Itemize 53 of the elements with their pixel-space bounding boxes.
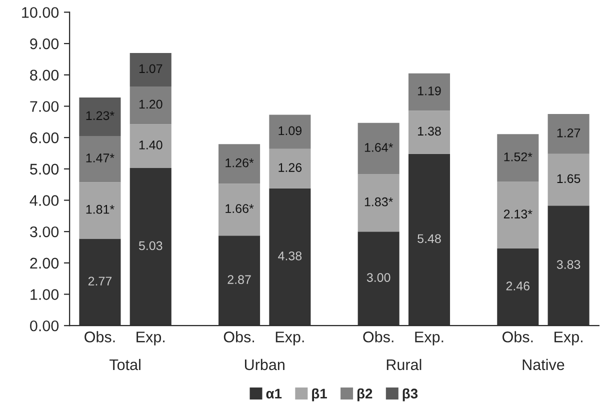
data-label: 1.19 xyxy=(418,86,441,96)
y-tick-label: 5.00 xyxy=(30,164,59,175)
data-label: 1.26 xyxy=(278,163,302,172)
y-tick-label: 7.00 xyxy=(30,101,59,112)
data-label: 3.00 xyxy=(366,273,390,282)
x-tick-label: Obs. xyxy=(224,331,254,342)
x-tick-label: Exp. xyxy=(554,332,582,346)
text: Native xyxy=(522,358,564,370)
y-tick-label: 9.00 xyxy=(30,38,59,50)
x-tick-label: Exp. xyxy=(136,332,165,346)
data-label: 1.09 xyxy=(278,126,302,136)
data-label: 2.46 xyxy=(506,282,530,290)
y-tick-label: 4.00 xyxy=(30,195,59,206)
data-label: 2.87 xyxy=(228,275,251,284)
data-label: 2.77 xyxy=(88,276,112,286)
data-label: 5.48 xyxy=(418,234,441,244)
data-label: 1.64* xyxy=(364,143,393,152)
y-tick-label: 3.00 xyxy=(30,226,59,238)
data-label: 1.38 xyxy=(418,126,441,136)
data-label: 2.13* xyxy=(504,210,532,218)
text: Rural xyxy=(386,358,422,370)
y-tick-label: 2.00 xyxy=(30,258,59,269)
x-tick-label: Exp. xyxy=(415,332,444,346)
data-label: 3.83 xyxy=(556,260,580,269)
legend-label: β2 xyxy=(357,388,372,402)
data-label: 1.47* xyxy=(86,154,114,162)
data-label: 1.23* xyxy=(86,111,114,120)
data-label: 1.20 xyxy=(139,100,162,109)
data-label: 1.40 xyxy=(139,140,162,150)
y-tick-label: 8.00 xyxy=(30,70,59,81)
text: Total xyxy=(110,358,140,370)
x-tick-label: Obs. xyxy=(84,331,115,342)
x-tick-label: Obs. xyxy=(502,331,533,342)
data-label: 1.81* xyxy=(86,204,114,214)
x-tick-label: Obs. xyxy=(363,331,394,342)
data-label: 1.07 xyxy=(139,64,162,74)
data-label: 1.83* xyxy=(364,197,393,206)
data-label: 5.03 xyxy=(138,241,162,250)
data-label: 4.38 xyxy=(278,251,302,260)
x-tick-label: Exp. xyxy=(276,332,304,346)
legend-label: α1 xyxy=(266,388,282,399)
y-tick-label: 10.00 xyxy=(22,7,59,18)
data-label: 1.65 xyxy=(557,174,580,184)
y-tick-label: 1.00 xyxy=(30,289,59,300)
data-label: 1.66* xyxy=(226,204,254,213)
data-label: 1.27 xyxy=(557,128,580,138)
legend-label: β3 xyxy=(402,388,418,402)
y-tick-label: 6.00 xyxy=(30,132,59,144)
legend-label: β1 xyxy=(312,388,327,402)
data-label: 1.26* xyxy=(226,158,254,168)
data-label: 1.52* xyxy=(504,152,532,162)
y-tick-label: 0.00 xyxy=(30,320,59,332)
text: Urban xyxy=(244,358,284,370)
